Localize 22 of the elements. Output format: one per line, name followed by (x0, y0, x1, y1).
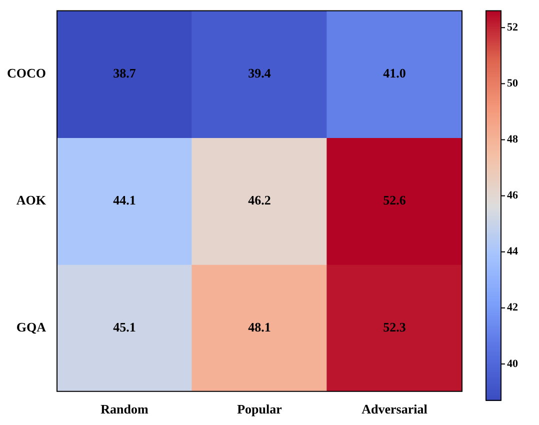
data-label: 45.1 (113, 319, 136, 334)
data-label: 48.1 (248, 319, 271, 334)
y-tick-label: GQA (16, 319, 47, 334)
y-tick-label: AOK (16, 192, 47, 208)
color-bar-label: 48 (507, 134, 518, 146)
color-bar-label: 40 (507, 358, 518, 370)
y-tick-label: COCO (7, 66, 46, 81)
data-label: 41.0 (383, 66, 406, 81)
color-bar-label: 44 (507, 246, 518, 258)
x-tick-label: Adversarial (362, 402, 428, 417)
data-label: 52.3 (383, 319, 406, 334)
data-label: 38.7 (113, 66, 136, 81)
x-tick-label: Random (100, 402, 149, 417)
data-label: 39.4 (248, 66, 272, 81)
color-bar-label: 46 (507, 190, 518, 202)
data-label: 46.2 (248, 192, 271, 208)
data-label: 52.6 (383, 192, 406, 208)
color-bar-label: 42 (507, 302, 518, 314)
color-bar-label: 50 (507, 78, 518, 90)
data-label: 44.1 (113, 192, 136, 208)
color-bar-label: 52 (507, 21, 518, 34)
x-tick-label: Popular (237, 402, 282, 417)
